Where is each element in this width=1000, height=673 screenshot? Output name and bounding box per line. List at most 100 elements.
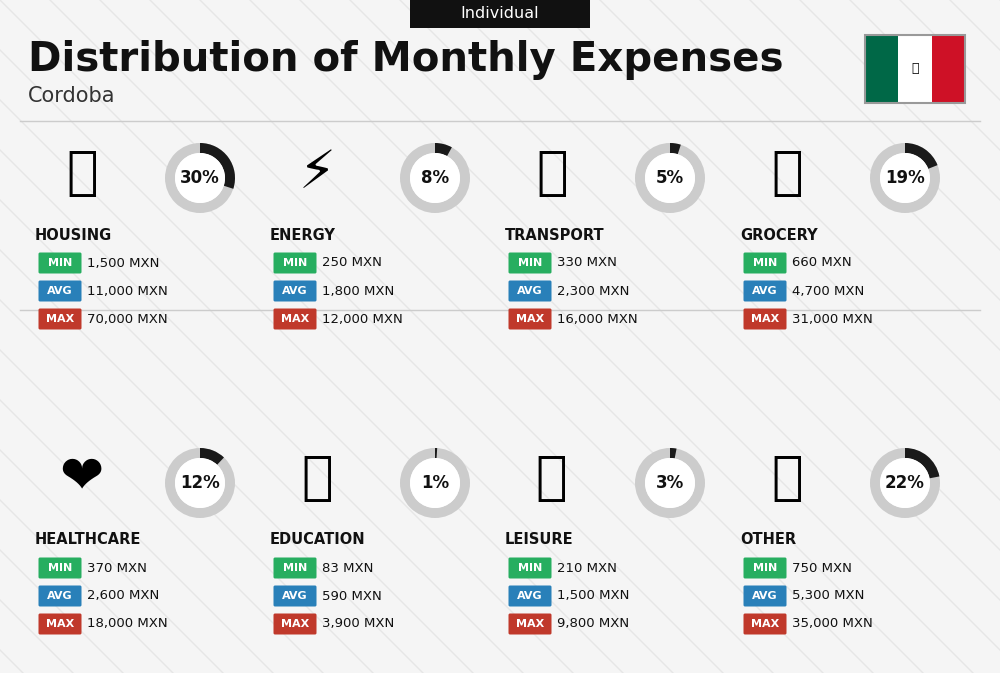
- Text: MAX: MAX: [46, 619, 74, 629]
- Text: MAX: MAX: [46, 314, 74, 324]
- Circle shape: [410, 458, 460, 508]
- Text: GROCERY: GROCERY: [740, 227, 818, 242]
- Wedge shape: [435, 143, 452, 156]
- Circle shape: [410, 153, 460, 203]
- FancyBboxPatch shape: [274, 252, 316, 273]
- Text: 🦅: 🦅: [911, 63, 919, 75]
- Text: MAX: MAX: [281, 314, 309, 324]
- FancyBboxPatch shape: [744, 557, 786, 579]
- Wedge shape: [200, 448, 224, 465]
- Text: MAX: MAX: [751, 314, 779, 324]
- FancyBboxPatch shape: [38, 586, 82, 606]
- Text: EDUCATION: EDUCATION: [270, 532, 366, 548]
- FancyBboxPatch shape: [274, 308, 316, 330]
- FancyBboxPatch shape: [509, 252, 552, 273]
- Circle shape: [880, 458, 930, 508]
- Text: 590 MXN: 590 MXN: [322, 590, 382, 602]
- Text: LEISURE: LEISURE: [505, 532, 574, 548]
- Text: 🛒: 🛒: [771, 147, 803, 199]
- Circle shape: [880, 458, 930, 508]
- Text: 1,800 MXN: 1,800 MXN: [322, 285, 394, 297]
- Circle shape: [880, 153, 930, 203]
- Text: ⚡: ⚡: [298, 147, 336, 199]
- Circle shape: [400, 143, 470, 213]
- Circle shape: [645, 153, 695, 203]
- Text: 16,000 MXN: 16,000 MXN: [557, 312, 638, 326]
- Circle shape: [635, 448, 705, 518]
- Text: 🎓: 🎓: [301, 452, 333, 504]
- Circle shape: [410, 458, 460, 508]
- Text: 4,700 MXN: 4,700 MXN: [792, 285, 864, 297]
- FancyBboxPatch shape: [744, 586, 786, 606]
- Text: MAX: MAX: [516, 314, 544, 324]
- Text: 9,800 MXN: 9,800 MXN: [557, 618, 629, 631]
- Circle shape: [635, 143, 705, 213]
- Circle shape: [165, 143, 235, 213]
- Text: 250 MXN: 250 MXN: [322, 256, 382, 269]
- Text: 11,000 MXN: 11,000 MXN: [87, 285, 168, 297]
- Text: 35,000 MXN: 35,000 MXN: [792, 618, 873, 631]
- FancyBboxPatch shape: [38, 557, 82, 579]
- Text: MIN: MIN: [283, 563, 307, 573]
- Text: HOUSING: HOUSING: [35, 227, 112, 242]
- Text: 12,000 MXN: 12,000 MXN: [322, 312, 403, 326]
- Text: 3%: 3%: [656, 474, 684, 492]
- Text: AVG: AVG: [47, 591, 73, 601]
- FancyBboxPatch shape: [274, 557, 316, 579]
- Text: MIN: MIN: [283, 258, 307, 268]
- Text: MIN: MIN: [518, 563, 542, 573]
- Text: 5%: 5%: [656, 169, 684, 187]
- Circle shape: [175, 458, 225, 508]
- Text: AVG: AVG: [282, 286, 308, 296]
- Text: MAX: MAX: [751, 619, 779, 629]
- Circle shape: [175, 153, 225, 203]
- Text: MAX: MAX: [281, 619, 309, 629]
- Text: 370 MXN: 370 MXN: [87, 561, 147, 575]
- Text: MIN: MIN: [48, 563, 72, 573]
- Text: MIN: MIN: [753, 563, 777, 573]
- Text: 210 MXN: 210 MXN: [557, 561, 617, 575]
- FancyBboxPatch shape: [509, 614, 552, 635]
- Text: AVG: AVG: [752, 591, 778, 601]
- Circle shape: [645, 458, 695, 508]
- Text: AVG: AVG: [517, 286, 543, 296]
- FancyBboxPatch shape: [274, 614, 316, 635]
- FancyBboxPatch shape: [509, 557, 552, 579]
- Text: OTHER: OTHER: [740, 532, 796, 548]
- FancyBboxPatch shape: [509, 308, 552, 330]
- Text: TRANSPORT: TRANSPORT: [505, 227, 605, 242]
- Text: 👜: 👜: [771, 452, 803, 504]
- FancyBboxPatch shape: [898, 35, 932, 103]
- Circle shape: [645, 458, 695, 508]
- Text: 1%: 1%: [421, 474, 449, 492]
- Circle shape: [870, 143, 940, 213]
- Text: 2,600 MXN: 2,600 MXN: [87, 590, 159, 602]
- Text: AVG: AVG: [47, 286, 73, 296]
- Text: 750 MXN: 750 MXN: [792, 561, 852, 575]
- FancyBboxPatch shape: [509, 586, 552, 606]
- Text: 70,000 MXN: 70,000 MXN: [87, 312, 168, 326]
- Text: 30%: 30%: [180, 169, 220, 187]
- FancyBboxPatch shape: [509, 281, 552, 302]
- Wedge shape: [670, 143, 681, 154]
- Text: 12%: 12%: [180, 474, 220, 492]
- Text: 3,900 MXN: 3,900 MXN: [322, 618, 394, 631]
- FancyBboxPatch shape: [744, 252, 786, 273]
- Circle shape: [870, 448, 940, 518]
- Wedge shape: [905, 448, 939, 479]
- Text: 22%: 22%: [885, 474, 925, 492]
- Circle shape: [165, 448, 235, 518]
- Wedge shape: [670, 448, 677, 458]
- Text: 19%: 19%: [885, 169, 925, 187]
- Text: 83 MXN: 83 MXN: [322, 561, 373, 575]
- Circle shape: [880, 153, 930, 203]
- Wedge shape: [435, 448, 437, 458]
- Text: AVG: AVG: [752, 286, 778, 296]
- Circle shape: [175, 458, 225, 508]
- Circle shape: [400, 448, 470, 518]
- Text: 1,500 MXN: 1,500 MXN: [87, 256, 159, 269]
- FancyBboxPatch shape: [744, 281, 786, 302]
- Text: 2,300 MXN: 2,300 MXN: [557, 285, 629, 297]
- Text: AVG: AVG: [517, 591, 543, 601]
- Text: ❤️: ❤️: [60, 452, 104, 504]
